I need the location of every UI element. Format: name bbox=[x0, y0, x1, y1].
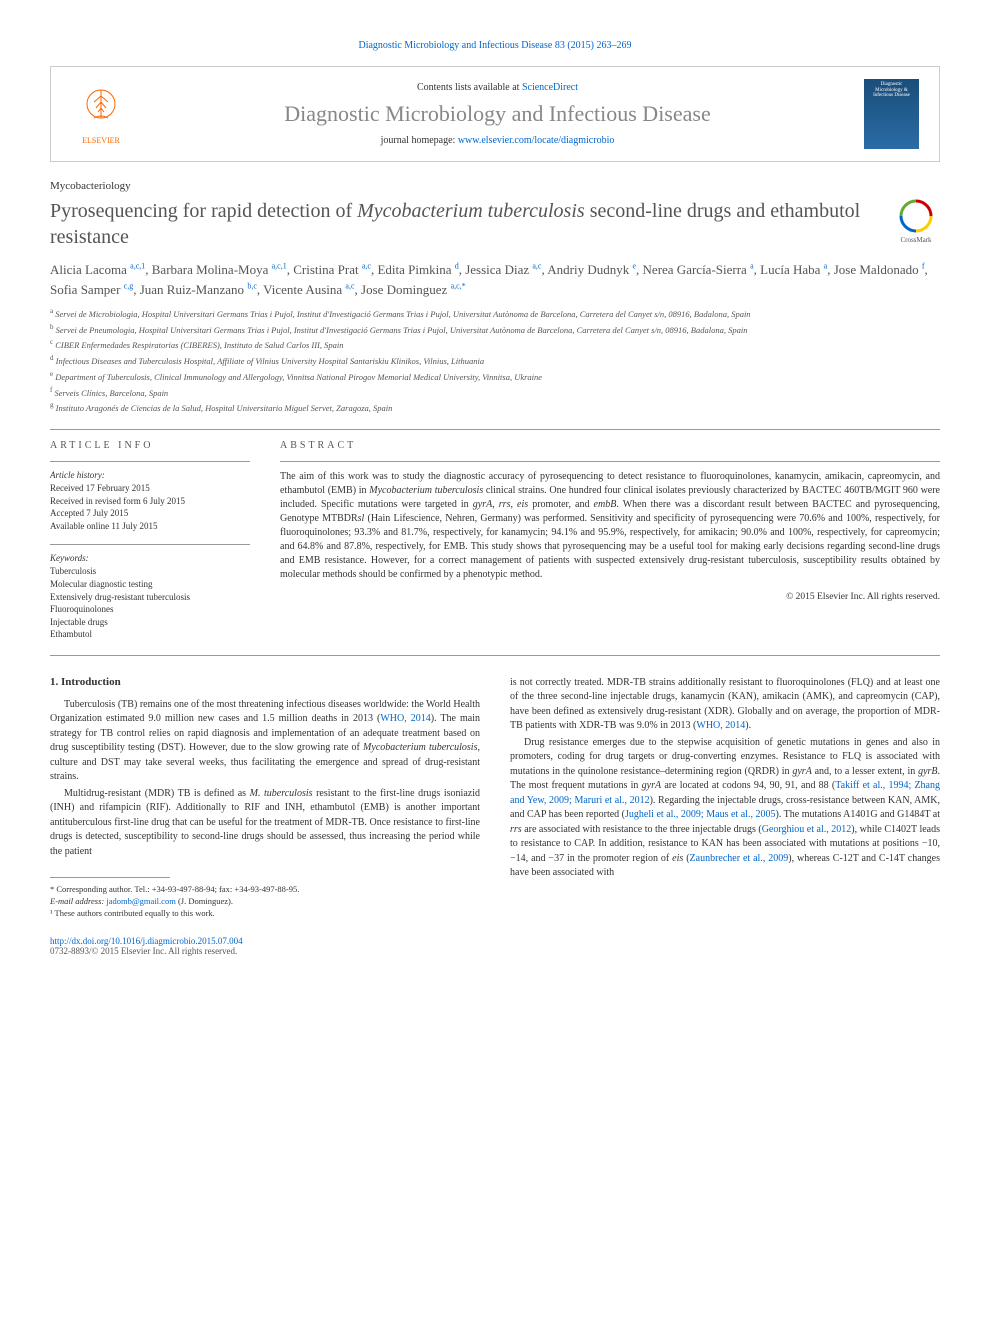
footnote-separator bbox=[50, 877, 170, 878]
contribution-footnote: ¹ These authors contributed equally to t… bbox=[50, 908, 480, 920]
history-line: Available online 11 July 2015 bbox=[50, 520, 250, 533]
affiliation-line: b Servei de Pneumologia, Hospital Univer… bbox=[50, 323, 940, 337]
keyword: Fluoroquinolones bbox=[50, 603, 250, 616]
body-paragraph: Tuberculosis (TB) remains one of the mos… bbox=[50, 698, 480, 785]
contents-line: Contents lists available at ScienceDirec… bbox=[131, 82, 864, 93]
history-line: Received 17 February 2015 bbox=[50, 482, 250, 495]
history-line: Received in revised form 6 July 2015 bbox=[50, 495, 250, 508]
body-paragraph: Drug resistance emerges due to the stepw… bbox=[510, 736, 940, 881]
homepage-line: journal homepage: www.elsevier.com/locat… bbox=[131, 135, 864, 146]
body-paragraph: is not correctly treated. MDR-TB strains… bbox=[510, 676, 940, 734]
banner-center: Contents lists available at ScienceDirec… bbox=[131, 82, 864, 146]
affiliation-line: d Infectious Diseases and Tuberculosis H… bbox=[50, 354, 940, 368]
body-paragraph: Multidrug-resistant (MDR) TB is defined … bbox=[50, 787, 480, 860]
crossmark-badge[interactable]: CrossMark bbox=[892, 198, 940, 246]
keywords-label: Keywords: bbox=[50, 553, 250, 563]
doi-link[interactable]: http://dx.doi.org/10.1016/j.diagmicrobio… bbox=[50, 936, 480, 946]
journal-cover-thumbnail: Diagnostic Microbiology & Infectious Dis… bbox=[864, 79, 919, 149]
history-label: Article history: bbox=[50, 470, 250, 480]
article-section-label: Mycobacteriology bbox=[50, 180, 940, 192]
corresponding-author-footnote: * Corresponding author. Tel.: +34-93-497… bbox=[50, 884, 480, 896]
affiliation-line: f Serveis Clínics, Barcelona, Spain bbox=[50, 386, 940, 400]
keyword: Ethambutol bbox=[50, 628, 250, 641]
abstract: ABSTRACT The aim of this work was to stu… bbox=[280, 440, 940, 641]
affiliation-line: e Department of Tuberculosis, Clinical I… bbox=[50, 370, 940, 384]
sciencedirect-link[interactable]: ScienceDirect bbox=[522, 82, 578, 93]
divider bbox=[50, 544, 250, 545]
homepage-link[interactable]: www.elsevier.com/locate/diagmicrobio bbox=[458, 135, 615, 146]
running-header: Diagnostic Microbiology and Infectious D… bbox=[50, 40, 940, 51]
article-info-heading: ARTICLE INFO bbox=[50, 440, 250, 451]
author-list: Alicia Lacoma a,c,1, Barbara Molina-Moya… bbox=[50, 260, 940, 299]
crossmark-icon: CrossMark bbox=[892, 198, 940, 246]
journal-name: Diagnostic Microbiology and Infectious D… bbox=[131, 101, 864, 127]
affiliation-line: c CIBER Enfermedades Respiratorias (CIBE… bbox=[50, 338, 940, 352]
history-line: Accepted 7 July 2015 bbox=[50, 507, 250, 520]
divider bbox=[280, 461, 940, 462]
abstract-text: The aim of this work was to study the di… bbox=[280, 470, 940, 582]
two-column-body: 1. Introduction Tuberculosis (TB) remain… bbox=[50, 676, 940, 956]
email-footnote: E-mail address: jadomb@gmail.com (J. Dom… bbox=[50, 896, 480, 908]
affiliations: a Servei de Microbiologia, Hospital Univ… bbox=[50, 307, 940, 415]
article-info-sidebar: ARTICLE INFO Article history: Received 1… bbox=[50, 440, 250, 641]
divider bbox=[50, 655, 940, 656]
divider bbox=[50, 429, 940, 430]
keyword: Extensively drug-resistant tuberculosis bbox=[50, 591, 250, 604]
svg-text:CrossMark: CrossMark bbox=[900, 236, 932, 244]
keyword: Molecular diagnostic testing bbox=[50, 578, 250, 591]
keyword: Injectable drugs bbox=[50, 616, 250, 629]
article-title: Pyrosequencing for rapid detection of My… bbox=[50, 198, 877, 250]
elsevier-tree-icon bbox=[76, 84, 126, 134]
abstract-heading: ABSTRACT bbox=[280, 440, 940, 451]
keyword: Tuberculosis bbox=[50, 565, 250, 578]
abstract-copyright: © 2015 Elsevier Inc. All rights reserved… bbox=[280, 592, 940, 602]
elsevier-label: ELSEVIER bbox=[82, 136, 120, 145]
section-heading-intro: 1. Introduction bbox=[50, 676, 480, 688]
divider bbox=[50, 461, 250, 462]
affiliation-line: g Instituto Aragonés de Ciencias de la S… bbox=[50, 401, 940, 415]
affiliation-line: a Servei de Microbiologia, Hospital Univ… bbox=[50, 307, 940, 321]
journal-banner: ELSEVIER Contents lists available at Sci… bbox=[50, 66, 940, 162]
issn-copyright: 0732-8893/© 2015 Elsevier Inc. All right… bbox=[50, 946, 480, 956]
left-column: 1. Introduction Tuberculosis (TB) remain… bbox=[50, 676, 480, 956]
elsevier-logo: ELSEVIER bbox=[71, 82, 131, 147]
right-column: is not correctly treated. MDR-TB strains… bbox=[510, 676, 940, 956]
email-link[interactable]: jadomb@gmail.com bbox=[106, 896, 175, 906]
